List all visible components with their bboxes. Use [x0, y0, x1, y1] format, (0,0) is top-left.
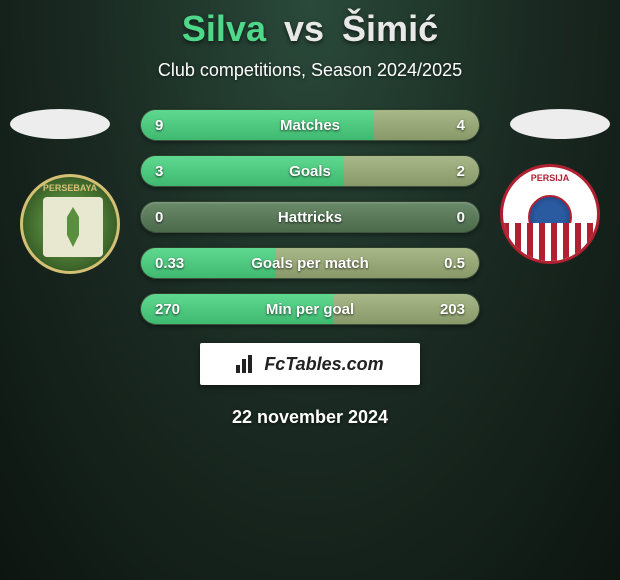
- content: PERSEBAYA PERSIJA 9 4 Matches 3 2 Goals 0 0 Hatt…: [0, 109, 620, 428]
- stat-row: 3 2 Goals: [140, 155, 480, 187]
- date-text: 22 november 2024: [0, 407, 620, 428]
- stat-label: Min per goal: [266, 301, 354, 318]
- club-badge-left-inner: [43, 197, 103, 257]
- vs-text: vs: [284, 8, 324, 49]
- stat-value-left: 270: [155, 301, 180, 318]
- stat-label: Matches: [280, 117, 340, 134]
- stat-row: 0 0 Hattricks: [140, 201, 480, 233]
- stat-value-left: 0.33: [155, 255, 184, 272]
- stat-value-right: 0.5: [444, 255, 465, 272]
- header: Silva vs Šimić Club competitions, Season…: [0, 0, 620, 81]
- club-badge-right-stripe: [503, 223, 597, 261]
- comparison-title: Silva vs Šimić: [0, 8, 620, 50]
- stat-value-right: 203: [440, 301, 465, 318]
- club-badge-left-mark: [58, 207, 88, 247]
- stat-value-right: 0: [457, 209, 465, 226]
- club-badge-right: PERSIJA: [500, 164, 600, 264]
- club-right-name: PERSIJA: [503, 173, 597, 183]
- stat-row: 270 203 Min per goal: [140, 293, 480, 325]
- club-badge-left: PERSEBAYA: [20, 174, 120, 274]
- stat-label: Goals per match: [251, 255, 369, 272]
- club-left-name: PERSEBAYA: [23, 183, 117, 193]
- stat-row: 9 4 Matches: [140, 109, 480, 141]
- subtitle: Club competitions, Season 2024/2025: [0, 60, 620, 81]
- stat-value-right: 2: [457, 163, 465, 180]
- branding-text: FcTables.com: [236, 354, 383, 375]
- player1-name: Silva: [182, 8, 266, 49]
- stat-label: Goals: [289, 163, 331, 180]
- chart-icon: [236, 355, 258, 373]
- branding-label: FcTables.com: [264, 354, 383, 375]
- branding-box[interactable]: FcTables.com: [200, 343, 420, 385]
- player2-silhouette: [510, 109, 610, 139]
- stat-value-right: 4: [457, 117, 465, 134]
- stat-value-left: 3: [155, 163, 163, 180]
- stats-container: 9 4 Matches 3 2 Goals 0 0 Hattricks 0.33 0.5 Goals …: [140, 109, 480, 325]
- stat-label: Hattricks: [278, 209, 342, 226]
- stat-value-left: 9: [155, 117, 163, 134]
- player1-silhouette: [10, 109, 110, 139]
- stat-value-left: 0: [155, 209, 163, 226]
- stat-row: 0.33 0.5 Goals per match: [140, 247, 480, 279]
- player2-name: Šimić: [342, 8, 438, 49]
